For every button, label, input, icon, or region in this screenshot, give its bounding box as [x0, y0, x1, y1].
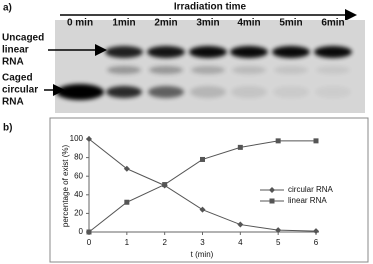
plot: 0 20 40 60 80 100 0 1 2 3 4 5 6 circular RNA linear RN…	[70, 134, 334, 247]
marker	[237, 221, 244, 228]
label-line: RNA	[2, 97, 24, 108]
y-tick-label: 0	[79, 227, 84, 236]
band	[190, 86, 226, 98]
y-tick-label: 100	[70, 134, 84, 143]
band	[105, 46, 143, 58]
panel-label: b)	[3, 123, 12, 134]
band	[315, 86, 351, 98]
lane-label: 6min	[321, 18, 344, 29]
band	[107, 66, 141, 74]
lane-label: 0 min	[67, 18, 93, 29]
label-line: RNA	[2, 57, 24, 68]
lane-label: 5min	[279, 18, 302, 29]
panel-label: a)	[3, 3, 12, 14]
legend-marker	[269, 198, 275, 204]
band	[149, 66, 183, 74]
marker	[313, 228, 319, 235]
lane-labels: 0 min 1min 2min 3min 4min 5min 6min	[67, 18, 345, 29]
x-tick-label: 5	[276, 238, 281, 247]
x-tick-label: 4	[238, 238, 243, 247]
label-line: circular	[2, 85, 38, 96]
band	[231, 86, 267, 98]
lane-label: 4min	[237, 18, 260, 29]
x-tick-label: 2	[162, 238, 167, 247]
y-tick-label: 40	[74, 190, 83, 199]
marker	[313, 138, 319, 144]
band	[316, 66, 350, 74]
label-line: Caged	[2, 73, 33, 84]
y-axis-label: percentage of exist (%)	[61, 145, 70, 228]
band	[148, 86, 184, 98]
lane-label: 3min	[196, 18, 219, 29]
axis-title: Irradiation time	[174, 2, 247, 13]
y-tick-label: 60	[74, 171, 83, 180]
marker	[86, 229, 92, 235]
x-axis-label: t (min)	[191, 250, 214, 259]
lane-label: 2min	[154, 18, 177, 29]
band	[272, 46, 310, 58]
band	[56, 84, 104, 100]
marker	[162, 182, 168, 188]
marker	[275, 138, 281, 144]
x-tick-label: 3	[200, 238, 205, 247]
x-tick-label: 0	[87, 238, 92, 247]
x-tick-label: 6	[314, 238, 319, 247]
legend-label: circular RNA	[288, 185, 334, 194]
band	[273, 86, 309, 98]
band	[106, 86, 142, 98]
gel-bands	[56, 46, 352, 100]
marker	[123, 165, 130, 172]
marker	[199, 206, 206, 213]
band	[230, 46, 268, 58]
lower-label: Caged circular RNA	[2, 73, 38, 108]
band	[232, 66, 266, 74]
upper-label: Uncaged linear RNA	[2, 33, 44, 68]
band	[189, 46, 227, 58]
band	[191, 66, 225, 74]
y-tick-label: 20	[74, 209, 83, 218]
marker	[200, 156, 205, 162]
band	[274, 66, 308, 74]
label-line: linear	[2, 45, 29, 56]
legend-marker	[269, 187, 275, 193]
y-tick-label: 80	[74, 153, 83, 162]
label-line: Uncaged	[2, 33, 44, 44]
marker	[86, 136, 92, 142]
x-tick-label: 1	[125, 238, 130, 247]
legend-label: linear RNA	[288, 196, 327, 205]
band	[147, 46, 185, 58]
marker	[275, 227, 282, 234]
marker	[237, 144, 243, 150]
lane-label: 1min	[112, 18, 135, 29]
band	[314, 46, 352, 58]
marker	[124, 199, 130, 205]
